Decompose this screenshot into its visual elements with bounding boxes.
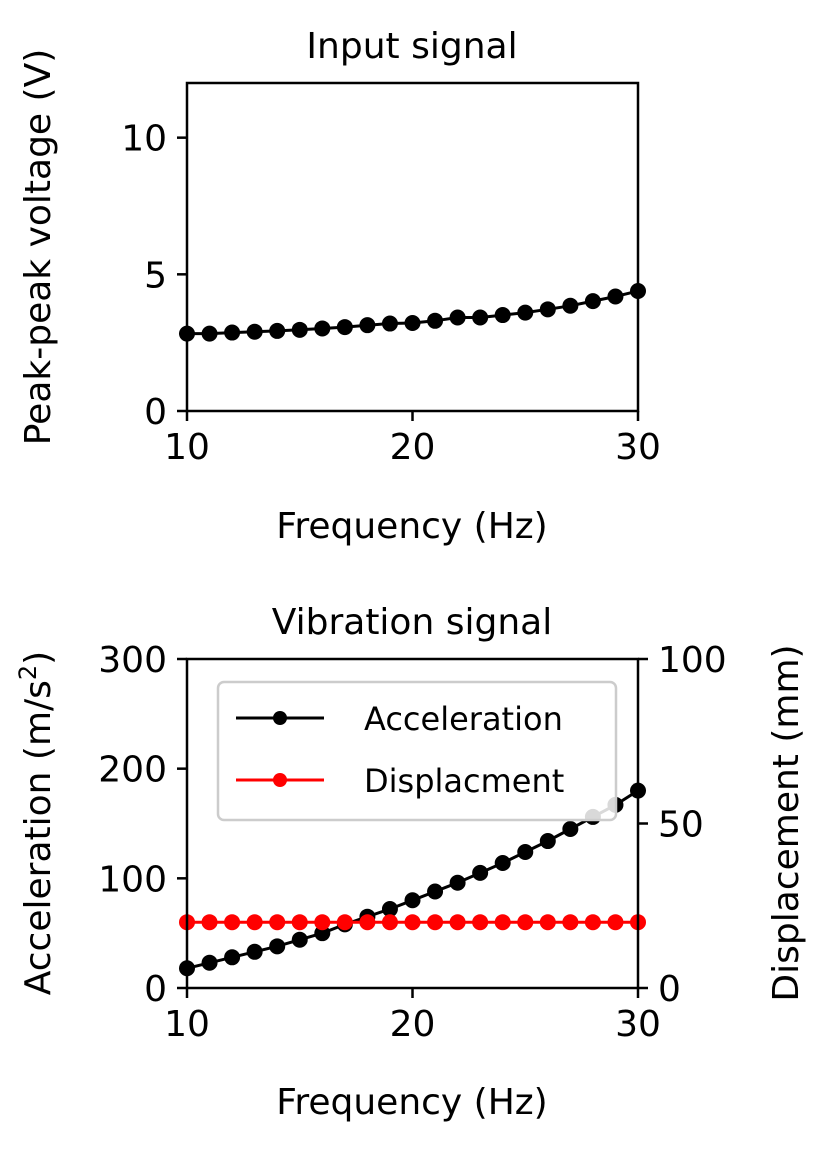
y-tick-label: 5 bbox=[144, 255, 167, 296]
data-point-series-0 bbox=[336, 319, 353, 336]
y-tick-label: 200 bbox=[98, 750, 167, 791]
data-point-series-0 bbox=[224, 324, 241, 341]
data-point-series-0 bbox=[291, 321, 308, 338]
chart-vibration-signal: Vibration signal Acceleration (m/s2) Dis… bbox=[14, 602, 807, 1123]
data-point-displacment bbox=[291, 914, 308, 931]
data-point-acceleration bbox=[539, 833, 556, 850]
y2-tick-label: 50 bbox=[658, 805, 704, 846]
y-tick-label: 0 bbox=[144, 392, 167, 433]
data-point-acceleration bbox=[314, 925, 331, 942]
data-point-displacment bbox=[427, 914, 444, 931]
y2-tick-label: 100 bbox=[658, 640, 727, 681]
data-point-acceleration bbox=[562, 820, 579, 837]
data-point-series-0 bbox=[427, 312, 444, 329]
data-point-series-0 bbox=[314, 320, 331, 337]
data-point-displacment bbox=[269, 914, 286, 931]
chart-title: Vibration signal bbox=[272, 602, 552, 643]
data-point-acceleration bbox=[449, 874, 466, 891]
x-tick-label: 10 bbox=[164, 1004, 210, 1045]
data-point-displacment bbox=[336, 914, 353, 931]
x-axis-label: Frequency (Hz) bbox=[276, 506, 547, 547]
x-tick-label: 10 bbox=[164, 427, 210, 468]
data-point-displacment bbox=[381, 914, 398, 931]
data-point-series-0 bbox=[449, 309, 466, 326]
y-tick-label: 0 bbox=[144, 969, 167, 1010]
data-point-displacment bbox=[224, 914, 241, 931]
data-point-series-0 bbox=[201, 325, 218, 342]
y-axis-label-end: ) bbox=[18, 651, 59, 665]
data-point-acceleration bbox=[291, 931, 308, 948]
x-tick-label: 30 bbox=[615, 427, 661, 468]
legend: Acceleration Displacment bbox=[216, 680, 618, 822]
data-point-series-0 bbox=[246, 323, 263, 340]
y-axis-label: Peak-peak voltage (V) bbox=[18, 49, 59, 446]
data-point-displacment bbox=[584, 914, 601, 931]
data-point-acceleration bbox=[269, 938, 286, 955]
data-point-displacment bbox=[246, 914, 263, 931]
data-point-acceleration bbox=[427, 883, 444, 900]
data-point-series-0 bbox=[517, 304, 534, 321]
data-point-acceleration bbox=[404, 892, 421, 909]
data-point-series-0 bbox=[472, 309, 489, 326]
data-point-acceleration bbox=[201, 954, 218, 971]
y-axis-label: Acceleration (m/s2) bbox=[14, 651, 59, 995]
data-point-acceleration bbox=[224, 949, 241, 966]
y-tick-label: 10 bbox=[121, 119, 167, 160]
x-tick-label: 20 bbox=[390, 1004, 436, 1045]
axes-frame bbox=[185, 657, 640, 990]
x-axis-label: Frequency (Hz) bbox=[276, 1082, 547, 1123]
data-point-series-0 bbox=[584, 293, 601, 310]
legend-marker-displacement bbox=[273, 773, 287, 787]
data-point-displacment bbox=[472, 914, 489, 931]
data-point-acceleration bbox=[517, 844, 534, 861]
legend-marker-acceleration bbox=[273, 711, 287, 725]
x-tick-label: 30 bbox=[615, 1004, 661, 1045]
plot-area bbox=[179, 283, 646, 342]
data-point-displacment bbox=[449, 914, 466, 931]
chart-title: Input signal bbox=[306, 26, 517, 67]
data-point-acceleration bbox=[472, 864, 489, 881]
chart-input-signal: Input signal Peak-peak voltage (V) Frequ… bbox=[18, 26, 661, 547]
data-point-displacment bbox=[494, 914, 511, 931]
data-point-displacment bbox=[314, 914, 331, 931]
data-point-displacment bbox=[517, 914, 534, 931]
data-point-displacment bbox=[562, 914, 579, 931]
data-point-series-0 bbox=[562, 297, 579, 314]
data-point-displacment bbox=[359, 914, 376, 931]
data-point-series-0 bbox=[359, 317, 376, 334]
x-tick-label: 20 bbox=[390, 427, 436, 468]
data-point-displacment bbox=[539, 914, 556, 931]
y2-tick-label: 0 bbox=[658, 969, 681, 1010]
plot-area bbox=[179, 782, 646, 977]
data-point-displacment bbox=[404, 914, 421, 931]
data-point-series-0 bbox=[494, 307, 511, 324]
y-axis-label-superscript: 2 bbox=[14, 665, 42, 680]
legend-label-acceleration: Acceleration bbox=[364, 700, 563, 738]
y-axis-label-main: Acceleration (m/s bbox=[18, 680, 59, 995]
legend-label-displacement: Displacment bbox=[364, 762, 564, 800]
data-point-series-0 bbox=[607, 288, 624, 305]
data-point-acceleration bbox=[381, 901, 398, 918]
data-point-acceleration bbox=[246, 943, 263, 960]
ticks: 10 20 30 0 5 10 bbox=[121, 119, 661, 468]
y2-axis-label: Displacement (mm) bbox=[766, 644, 807, 1001]
axes-frame bbox=[185, 81, 640, 413]
data-point-displacment bbox=[201, 914, 218, 931]
data-point-acceleration bbox=[494, 854, 511, 871]
y-tick-label: 300 bbox=[98, 640, 167, 681]
data-point-series-0 bbox=[381, 315, 398, 332]
data-point-series-0 bbox=[269, 322, 286, 339]
y-tick-label: 100 bbox=[98, 859, 167, 900]
data-point-series-0 bbox=[404, 314, 421, 331]
data-point-displacment bbox=[607, 914, 624, 931]
data-point-series-0 bbox=[539, 301, 556, 318]
